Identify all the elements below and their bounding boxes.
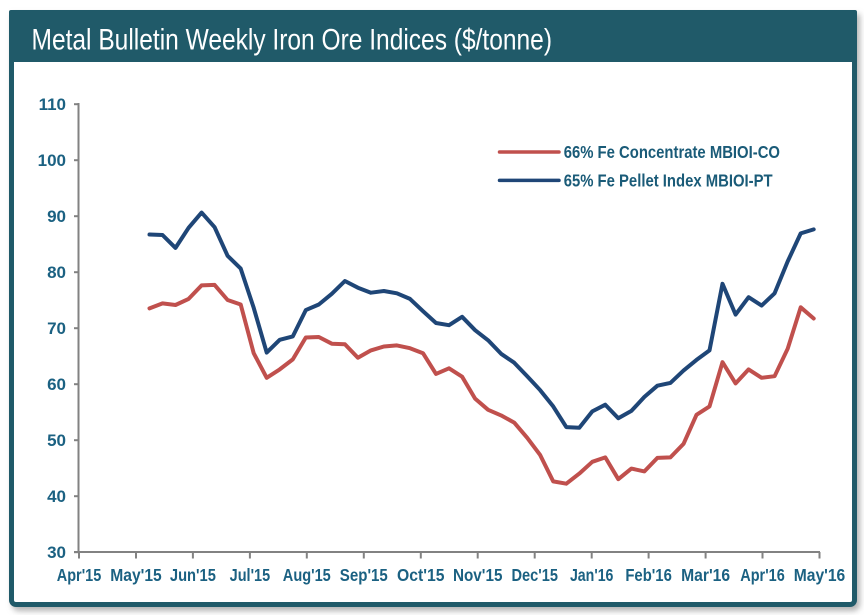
svg-text:May'15: May'15	[110, 565, 162, 585]
svg-text:65% Fe Pellet Index MBIOI-PT: 65% Fe Pellet Index MBIOI-PT	[564, 170, 773, 190]
svg-text:100: 100	[38, 151, 66, 170]
svg-text:90: 90	[47, 207, 66, 226]
svg-text:Nov'15: Nov'15	[453, 565, 503, 585]
svg-text:Oct'15: Oct'15	[397, 565, 445, 585]
svg-text:30: 30	[47, 543, 66, 562]
svg-text:70: 70	[47, 319, 66, 338]
svg-text:60: 60	[47, 375, 66, 394]
svg-text:Feb'16: Feb'16	[625, 565, 672, 585]
svg-text:66% Fe Concentrate MBIOI-CO: 66% Fe Concentrate MBIOI-CO	[564, 142, 780, 162]
svg-text:40: 40	[47, 487, 66, 506]
svg-text:Jan'16: Jan'16	[570, 565, 614, 585]
svg-text:May'16: May'16	[794, 565, 846, 585]
svg-text:Aug'15: Aug'15	[283, 565, 331, 585]
svg-text:Metal Bulletin Weekly Iron Ore: Metal Bulletin Weekly Iron Ore Indices (…	[32, 24, 553, 57]
svg-text:50: 50	[47, 431, 66, 450]
svg-text:Apr'15: Apr'15	[57, 565, 102, 585]
svg-text:Mar'16: Mar'16	[681, 565, 730, 585]
svg-text:110: 110	[39, 95, 66, 114]
svg-text:Sep'15: Sep'15	[340, 565, 388, 585]
svg-text:Apr'16: Apr'16	[740, 565, 785, 585]
svg-text:80: 80	[47, 263, 66, 282]
svg-text:Jun'15: Jun'15	[170, 565, 216, 585]
svg-text:Dec'15: Dec'15	[511, 565, 558, 585]
svg-text:Jul'15: Jul'15	[230, 565, 271, 585]
